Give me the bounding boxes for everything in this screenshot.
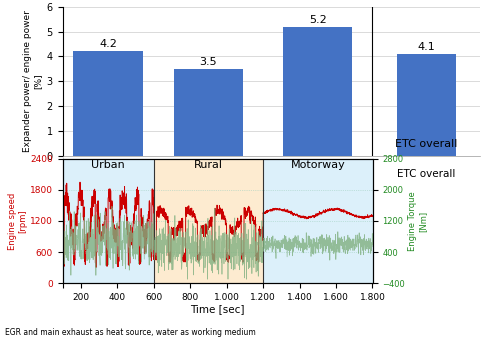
Bar xyxy=(174,69,243,156)
Bar xyxy=(283,26,352,156)
X-axis label: Time [sec]: Time [sec] xyxy=(190,304,245,315)
Bar xyxy=(154,159,263,283)
Text: 3.5: 3.5 xyxy=(200,57,217,67)
Y-axis label: Engine Torque
[Nm]: Engine Torque [Nm] xyxy=(408,191,427,251)
Y-axis label: Engine speed
[rpm]: Engine speed [rpm] xyxy=(8,192,27,250)
Text: Urban: Urban xyxy=(91,160,125,170)
Text: 4.2: 4.2 xyxy=(99,39,117,49)
Text: 5.2: 5.2 xyxy=(309,15,326,25)
Bar xyxy=(62,159,154,283)
Text: Rural: Rural xyxy=(194,160,223,170)
Text: 4.1: 4.1 xyxy=(418,42,435,52)
Text: ETC overall: ETC overall xyxy=(397,169,456,179)
Text: Motorway: Motorway xyxy=(290,160,345,170)
Text: EGR and main exhaust as heat source, water as working medium: EGR and main exhaust as heat source, wat… xyxy=(5,328,256,337)
Text: ETC overall: ETC overall xyxy=(395,139,458,148)
Bar xyxy=(396,54,456,156)
Y-axis label: Expander power/ engine power
[%]: Expander power/ engine power [%] xyxy=(23,10,42,152)
Bar xyxy=(74,52,142,156)
Bar xyxy=(263,159,372,283)
